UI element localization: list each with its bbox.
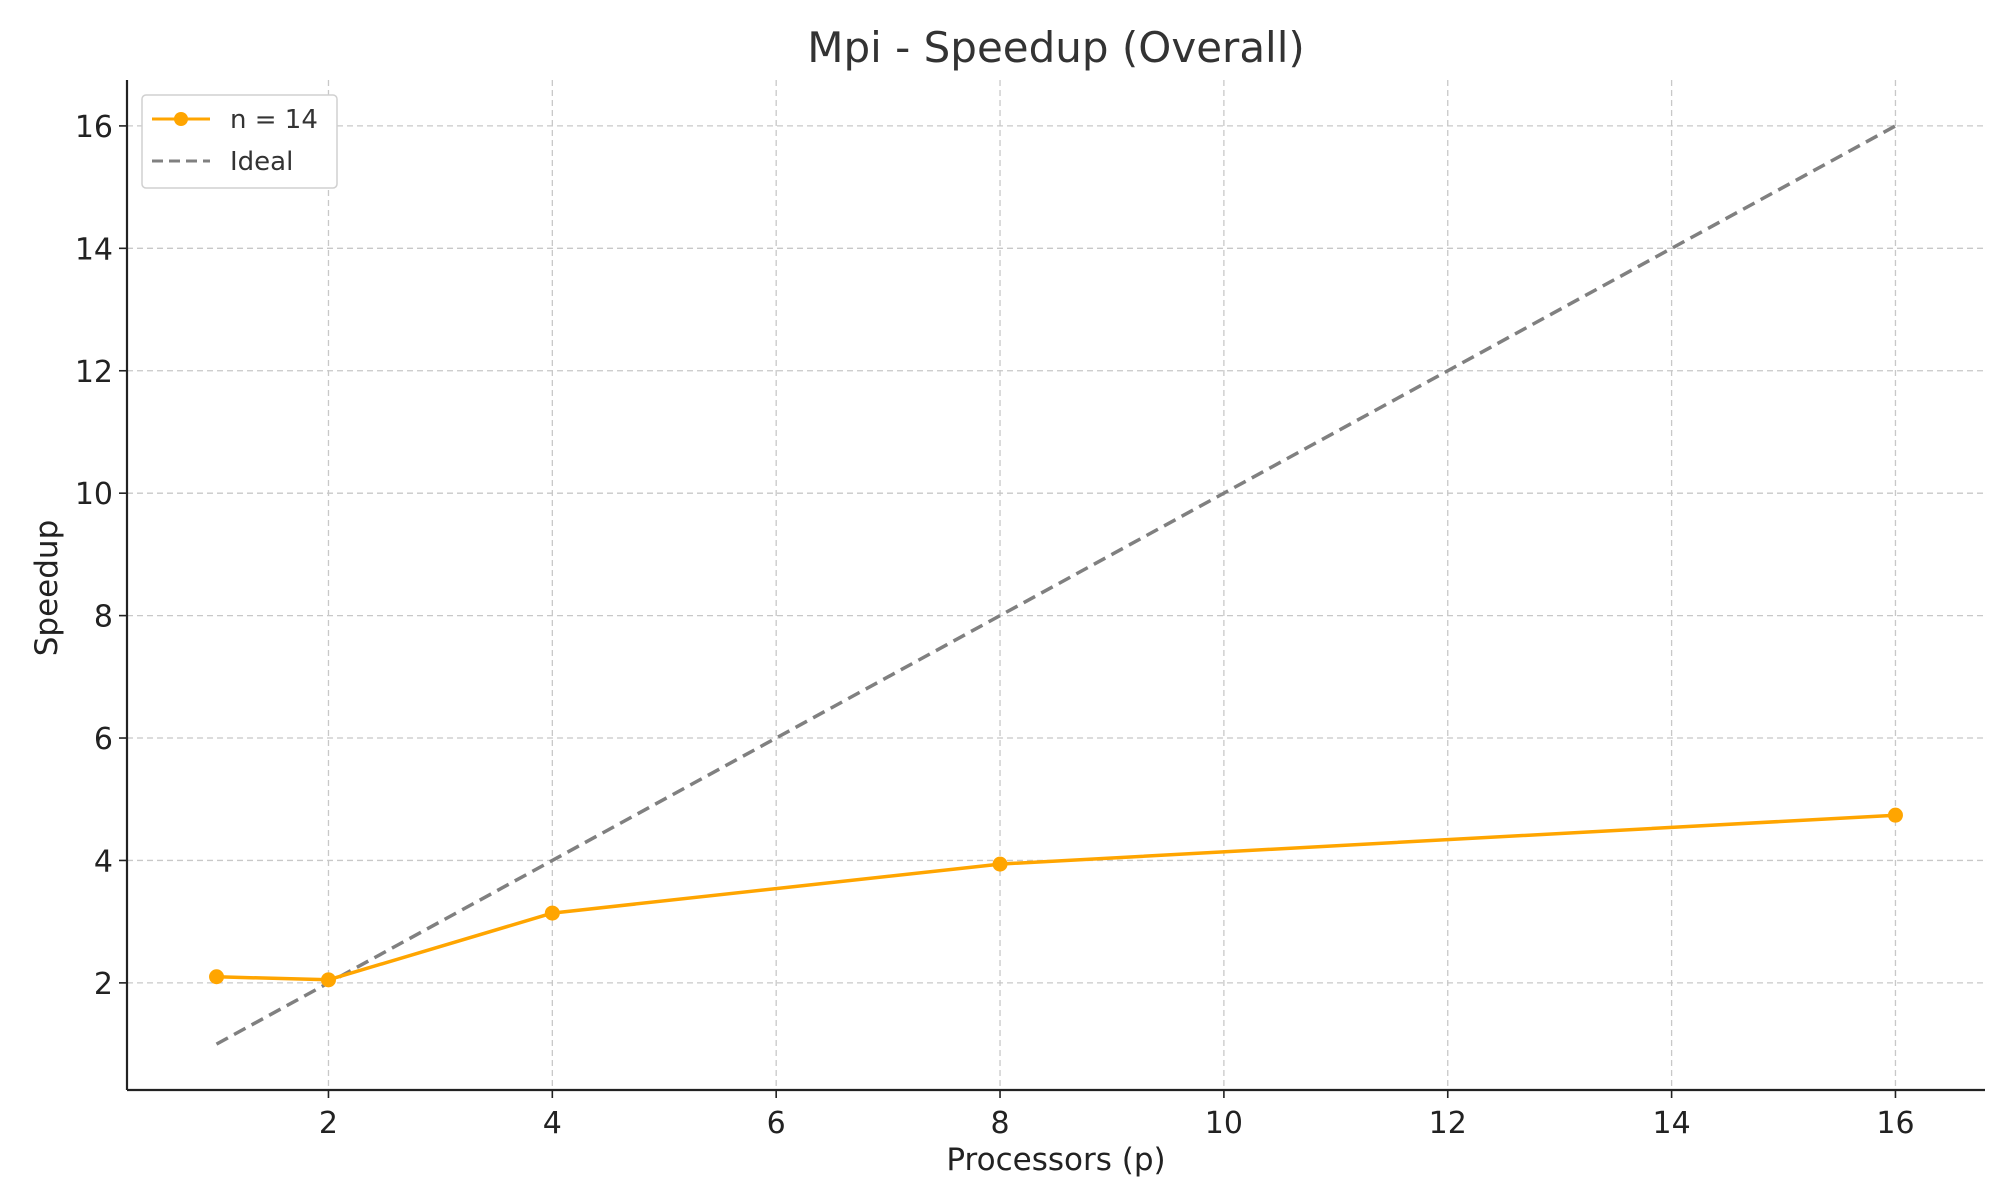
data-point-n14 bbox=[992, 856, 1008, 872]
x-tick-label: 2 bbox=[319, 1106, 338, 1141]
x-tick-label: 16 bbox=[1876, 1106, 1914, 1141]
x-tick-label: 10 bbox=[1205, 1106, 1243, 1141]
y-tick-label: 16 bbox=[75, 110, 113, 145]
y-tick-label: 6 bbox=[94, 722, 113, 757]
legend-marker-n14 bbox=[174, 112, 188, 126]
x-tick-label: 8 bbox=[990, 1106, 1009, 1141]
x-tick-label: 14 bbox=[1653, 1106, 1691, 1141]
data-point-n14 bbox=[209, 969, 225, 985]
legend: n = 14 Ideal bbox=[141, 94, 338, 189]
y-tick-label: 2 bbox=[94, 967, 113, 1002]
grid bbox=[127, 80, 1985, 1090]
y-tick-label: 14 bbox=[75, 232, 113, 267]
legend-label-ideal: Ideal bbox=[230, 147, 293, 177]
chart-title: Mpi - Speedup (Overall) bbox=[807, 23, 1305, 72]
legend-label-n14: n = 14 bbox=[230, 105, 318, 135]
y-tick-label: 10 bbox=[75, 477, 113, 512]
y-axis-title: Speedup bbox=[29, 520, 65, 657]
series-line-n14 bbox=[216, 813, 1896, 982]
data-point-n14 bbox=[1887, 807, 1903, 823]
y-tick-label: 8 bbox=[94, 600, 113, 635]
series-line-ideal bbox=[215, 124, 1897, 1046]
axes bbox=[125, 80, 1985, 1092]
data-point-n14 bbox=[320, 972, 336, 988]
y-tick-label: 12 bbox=[75, 355, 113, 390]
x-tick-label: 6 bbox=[767, 1106, 786, 1141]
x-tick-label: 4 bbox=[543, 1106, 562, 1141]
data-point-n14 bbox=[544, 905, 560, 921]
x-axis-title: Processors (p) bbox=[946, 1142, 1165, 1178]
plot-area bbox=[209, 124, 1903, 1046]
y-tick-label: 4 bbox=[94, 844, 113, 879]
x-tick-label: 12 bbox=[1429, 1106, 1467, 1141]
ticks: 2 4 6 8 10 12 14 16 2 4 6 8 10 12 14 16 bbox=[75, 110, 1915, 1141]
